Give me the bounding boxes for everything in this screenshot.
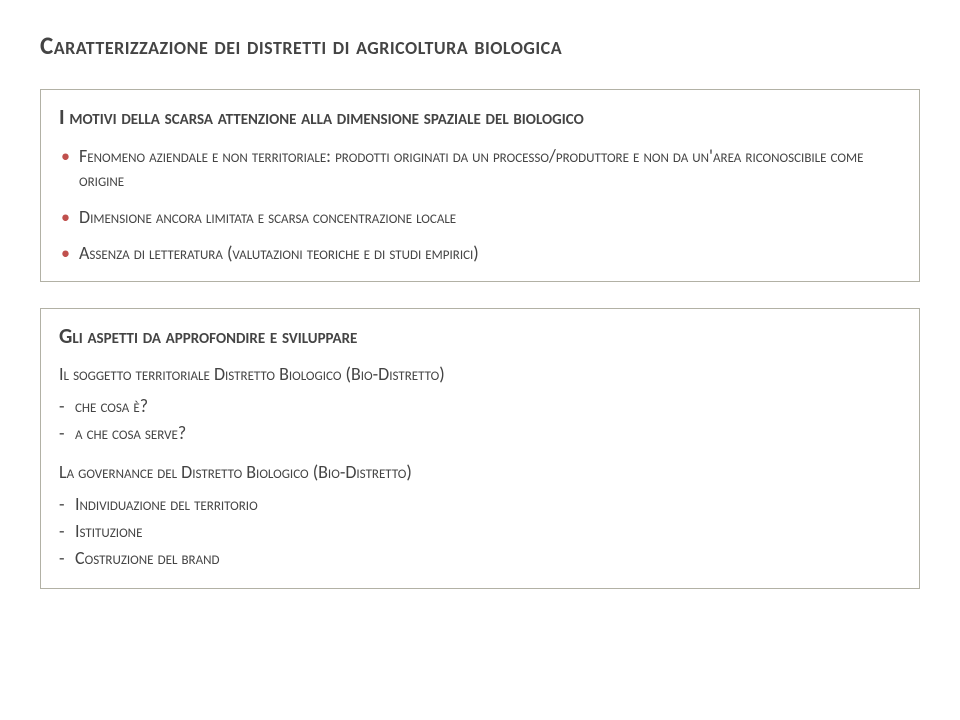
list-item: Individuazione del territorio (59, 491, 901, 518)
list-item: a che cosa serve? (59, 420, 901, 447)
box-aspects: Gli aspetti da approfondire e sviluppare… (40, 308, 920, 589)
list-item: Assenza di letteratura (valutazioni teor… (59, 241, 901, 265)
list-item: Costruzione del brand (59, 545, 901, 572)
governance-items: Individuazione del territorio Istituzion… (59, 491, 901, 572)
box-motives: I motivi della scarsa attenzione alla di… (40, 89, 920, 282)
list-item: Istituzione (59, 518, 901, 545)
motives-list: Fenomeno aziendale e non territoriale: p… (59, 144, 901, 265)
page-title: Caratterizzazione dei distretti di agric… (40, 30, 920, 61)
section-heading-subject: Il soggetto territoriale Distretto Biolo… (59, 363, 901, 385)
subject-items: che cosa è? a che cosa serve? (59, 393, 901, 447)
list-item: Fenomeno aziendale e non territoriale: p… (59, 144, 901, 193)
list-item: che cosa è? (59, 393, 901, 420)
box-motives-title: I motivi della scarsa attenzione alla di… (59, 104, 901, 130)
box-aspects-title: Gli aspetti da approfondire e sviluppare (59, 323, 901, 349)
list-item: Dimensione ancora limitata e scarsa conc… (59, 205, 901, 229)
section-heading-governance: La governance del Distretto Biologico (B… (59, 461, 901, 483)
